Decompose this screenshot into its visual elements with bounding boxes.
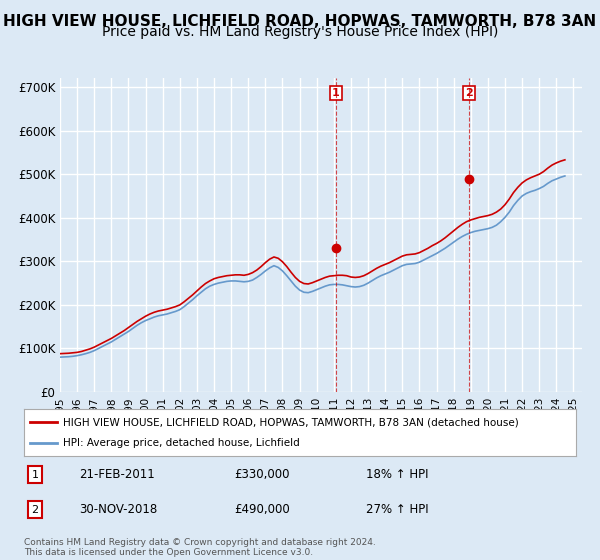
- Text: 1: 1: [332, 88, 340, 98]
- Text: 1: 1: [32, 470, 38, 479]
- Text: 27% ↑ HPI: 27% ↑ HPI: [366, 503, 429, 516]
- Text: Contains HM Land Registry data © Crown copyright and database right 2024.
This d: Contains HM Land Registry data © Crown c…: [24, 538, 376, 557]
- Text: 21-FEB-2011: 21-FEB-2011: [79, 468, 155, 481]
- Text: HIGH VIEW HOUSE, LICHFIELD ROAD, HOPWAS, TAMWORTH, B78 3AN (detached house): HIGH VIEW HOUSE, LICHFIELD ROAD, HOPWAS,…: [62, 417, 518, 427]
- Text: 30-NOV-2018: 30-NOV-2018: [79, 503, 157, 516]
- Text: HPI: Average price, detached house, Lichfield: HPI: Average price, detached house, Lich…: [62, 438, 299, 448]
- Text: 2: 2: [466, 88, 473, 98]
- Text: HIGH VIEW HOUSE, LICHFIELD ROAD, HOPWAS, TAMWORTH, B78 3AN: HIGH VIEW HOUSE, LICHFIELD ROAD, HOPWAS,…: [4, 14, 596, 29]
- Text: 18% ↑ HPI: 18% ↑ HPI: [366, 468, 429, 481]
- Text: £490,000: £490,000: [234, 503, 290, 516]
- Text: Price paid vs. HM Land Registry's House Price Index (HPI): Price paid vs. HM Land Registry's House …: [102, 25, 498, 39]
- Text: £330,000: £330,000: [234, 468, 289, 481]
- Text: 2: 2: [31, 505, 38, 515]
